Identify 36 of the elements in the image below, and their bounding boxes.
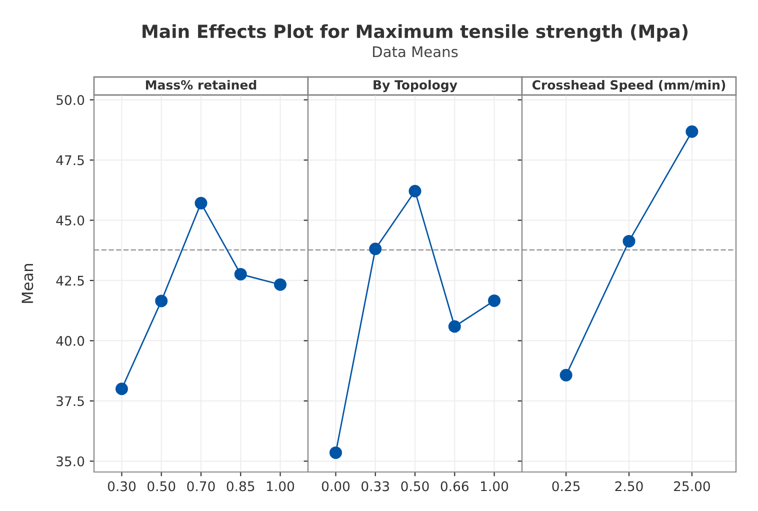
y-tick-label: 40.0 — [56, 336, 84, 346]
x-tick-label: 0.70 — [187, 481, 215, 492]
point — [234, 268, 247, 280]
chart-title: By Topology — [374, 80, 458, 92]
point — [155, 294, 168, 308]
x-tick-label: 0.85 — [226, 481, 254, 492]
text: Data Means — [373, 46, 458, 58]
chart-title: Crosshead Speed (mm/min) — [532, 80, 726, 92]
chart-title: Mass% retained — [146, 80, 256, 90]
y-tick-label: 37.5 — [56, 396, 84, 406]
x-tick-label: 0.33 — [362, 481, 389, 492]
y-tick-label: 42.5 — [56, 276, 84, 286]
point — [115, 382, 128, 396]
y-axis-title: Mean — [22, 264, 34, 303]
y-tick-label: 47.5 — [56, 155, 84, 166]
x-tick-label: 1.00 — [267, 481, 294, 492]
point — [488, 294, 501, 307]
point — [448, 320, 461, 333]
y-tick-label: 50.0 — [56, 95, 84, 106]
point — [329, 446, 342, 459]
x-tick-label: 0.50 — [401, 481, 429, 492]
point — [274, 278, 287, 291]
x-tick-label: 0.66 — [440, 481, 468, 492]
x-tick-label: 0.00 — [322, 481, 350, 492]
x-tick-label: 0.50 — [148, 481, 176, 492]
y-tick-label: 35.0 — [56, 456, 84, 466]
point — [408, 184, 422, 198]
y-tick-label: 45.0 — [56, 215, 84, 226]
text: Main Effects Plot for Maximum tensile strength (Mpa) — [142, 24, 688, 42]
x-tick-label: 1.00 — [481, 481, 508, 492]
x-tick-label: 0.25 — [552, 481, 580, 492]
x-tick-label: 0.30 — [108, 481, 136, 492]
x-tick-label: 2.50 — [615, 481, 643, 492]
x-tick-label: 25.00 — [674, 481, 710, 492]
point — [369, 242, 382, 256]
point — [194, 196, 208, 210]
